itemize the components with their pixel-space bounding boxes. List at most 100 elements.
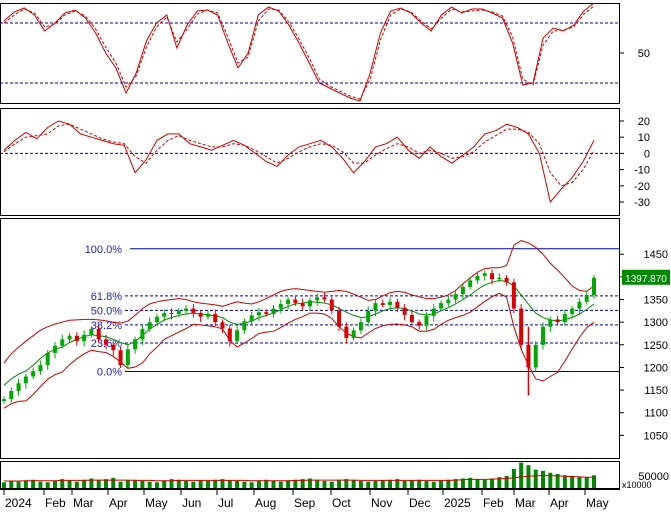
candle-body — [96, 328, 101, 340]
candle-body — [118, 350, 123, 366]
candle-body — [322, 297, 327, 300]
stoch-main-line — [3, 2, 595, 102]
volume-bar — [67, 480, 72, 488]
volume-bar — [16, 481, 21, 488]
candle-body — [439, 303, 444, 309]
volume-bar — [453, 479, 458, 488]
volume-bar — [562, 475, 567, 488]
volume-bar — [460, 478, 465, 488]
volume-bar — [242, 481, 247, 488]
time-tick-label: Apr — [109, 496, 128, 510]
volume-bar — [293, 479, 298, 488]
volume-bar — [191, 481, 196, 488]
volume-bar — [497, 477, 502, 488]
time-tick-label: Oct — [332, 496, 351, 510]
candle-body — [490, 273, 495, 280]
candle-body — [278, 304, 283, 309]
volume-bar — [475, 479, 480, 488]
volume-bar — [482, 479, 487, 488]
volume-bar — [358, 481, 363, 488]
candle-body — [315, 297, 320, 301]
volume-bar — [555, 474, 560, 488]
time-tick-label: Sep — [294, 496, 316, 510]
stoch-signal-line — [3, 5, 595, 100]
volume-bar — [424, 481, 429, 488]
candle-body — [402, 307, 407, 315]
candle-body — [2, 399, 6, 401]
volume-bar — [286, 480, 291, 488]
time-tick-label: Aug — [255, 496, 276, 510]
time-tick-label: May — [145, 496, 168, 510]
volume-bar — [271, 481, 276, 488]
bollinger-lower-band — [3, 292, 595, 409]
price-tick-label: 1350 — [644, 295, 668, 307]
volume-unit-label: x10000 — [622, 480, 652, 490]
candle-body — [577, 301, 582, 309]
time-tick-label: 2025 — [444, 496, 471, 510]
last-price-label-box — [622, 269, 670, 285]
candle-body — [82, 334, 87, 342]
candle-body — [147, 322, 152, 329]
price-tick-label: 1150 — [644, 385, 668, 397]
volume-bar — [31, 479, 36, 488]
volume-bar — [504, 475, 509, 488]
candle-body — [205, 314, 210, 317]
volume-bar — [82, 479, 87, 488]
macd-tick-label: -10 — [634, 165, 650, 177]
candle-body — [169, 313, 174, 315]
time-tick-label: May — [586, 496, 609, 510]
candle-body — [592, 277, 596, 295]
candle-body — [227, 328, 232, 342]
candle-body — [300, 303, 305, 307]
volume-bar — [584, 477, 589, 488]
candle-body — [562, 314, 567, 323]
candle-body — [468, 280, 473, 287]
fib-level-label: 0.0% — [97, 367, 122, 379]
macd-tick-label: 0 — [644, 148, 650, 160]
volume-bar — [162, 480, 167, 488]
candle-body — [497, 277, 502, 280]
last-price-label: 1397.870 — [625, 274, 667, 285]
volume-bar — [169, 479, 174, 488]
panel-frame-macd — [0, 108, 620, 216]
time-tick-label: Nov — [371, 496, 392, 510]
time-tick-label: Mar — [515, 496, 536, 510]
price-tick-label: 1050 — [644, 430, 668, 442]
candle-body — [52, 345, 57, 353]
candle-body — [373, 303, 378, 311]
candle-body — [351, 330, 356, 338]
volume-bar — [344, 479, 349, 488]
candle-body — [395, 301, 400, 308]
volume-bar — [278, 481, 283, 488]
candle-body — [74, 335, 79, 342]
candle-body — [213, 314, 218, 323]
volume-bar — [23, 480, 28, 488]
macd-tick-label: 10 — [638, 132, 650, 144]
candle-body — [198, 313, 203, 317]
volume-bar — [307, 478, 312, 488]
volume-bar — [154, 482, 159, 488]
volume-bar — [176, 479, 181, 488]
volume-bar — [329, 481, 334, 488]
macd-tick-label: 20 — [638, 116, 650, 128]
candle-body — [482, 273, 487, 276]
volume-bar — [570, 475, 575, 488]
candle-body — [16, 383, 21, 391]
volume-bar — [96, 480, 101, 488]
volume-bar — [74, 481, 79, 488]
price-tick-label: 1250 — [644, 340, 668, 352]
volume-bar — [431, 481, 436, 488]
volume-bar — [592, 475, 596, 488]
volume-bar — [140, 481, 145, 488]
volume-bar — [315, 480, 320, 488]
bollinger-upper-band — [3, 240, 595, 364]
volume-bar — [577, 476, 582, 488]
time-tick-label: Feb — [483, 496, 504, 510]
price-tick-label: 1200 — [644, 362, 668, 374]
candle-body — [111, 344, 116, 351]
volume-bar — [519, 462, 524, 488]
fib-level-label: 38.2% — [91, 320, 122, 332]
volume-bar — [111, 477, 116, 488]
